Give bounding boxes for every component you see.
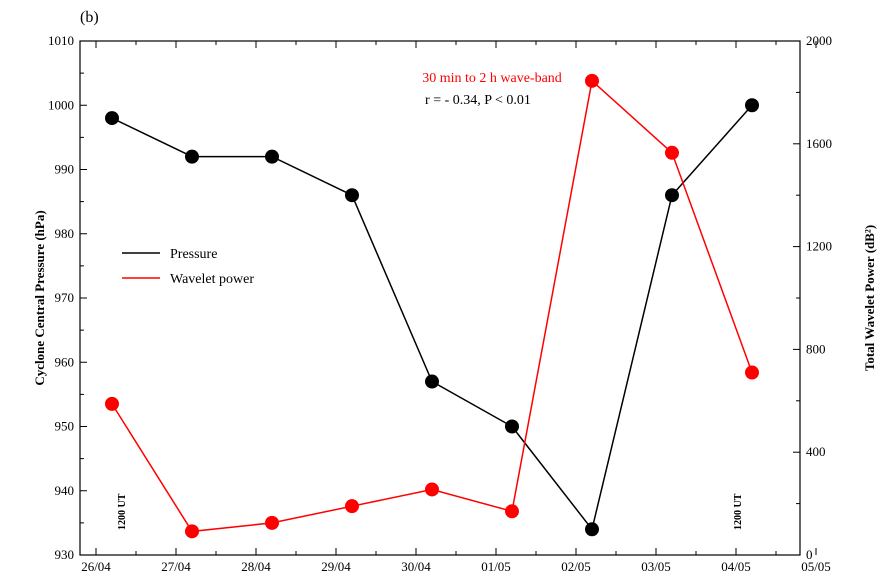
right-tick-label: 1600 — [806, 136, 832, 151]
panel-label: (b) — [80, 9, 99, 26]
pressure-point — [505, 419, 519, 434]
pressure-point — [185, 149, 199, 164]
legend-label-pressure: Pressure — [170, 247, 217, 262]
left-tick-label: 1010 — [48, 33, 74, 48]
right-tick-label: 2000 — [806, 33, 832, 48]
wavelet-power-line — [111, 79, 753, 533]
wavelet-power-point — [425, 482, 439, 497]
left-tick-label: 950 — [55, 419, 75, 434]
right-tick-label: 800 — [806, 341, 826, 356]
left-axis-ticks: 930 940 950 960 970 980 990 1000 1010 — [48, 33, 87, 562]
left-tick-label: 990 — [55, 162, 75, 177]
pressure-line — [111, 104, 753, 531]
plot-frame — [79, 40, 801, 556]
right-tick-label: 0 — [806, 547, 813, 562]
x-tick-label: 29/04 — [321, 559, 351, 574]
pressure-point — [665, 188, 679, 203]
x-tick-label: 27/04 — [161, 559, 191, 574]
band-title-annotation: 30 min to 2 h wave-band — [422, 71, 562, 86]
pressure-point — [425, 374, 439, 389]
right-tick-label: 400 — [806, 444, 826, 459]
right-tick-label: 1200 — [806, 239, 832, 254]
stats-annotation: r = - 0.34, P < 0.01 — [425, 93, 531, 108]
legend-label-wavelet: Wavelet power — [170, 272, 254, 287]
wavelet-power-point — [745, 365, 759, 380]
left-tick-label: 980 — [55, 226, 75, 241]
x-tick-label: 30/04 — [401, 559, 431, 574]
x-tick-label: 28/04 — [241, 559, 271, 574]
x-axis-ticks: 26/04 27/04 28/04 29/04 30/04 01/05 02/05 03/05… — [81, 41, 831, 574]
x-tick-label: 26/04 — [81, 559, 111, 574]
wavelet-power-point — [185, 524, 199, 539]
x-tick-label: 03/05 — [641, 559, 671, 574]
wavelet-power-point — [105, 396, 119, 411]
right-axis-title: Total Wavelet Power (dB²) — [862, 225, 877, 371]
legend: Pressure Wavelet power — [122, 247, 254, 287]
pressure-point — [345, 188, 359, 203]
left-tick-label: 1000 — [48, 97, 74, 112]
pressure-point — [745, 98, 759, 113]
pressure-point — [265, 149, 279, 164]
marker-label-right: 1200 UT — [733, 493, 744, 530]
right-axis-ticks: 0 400 800 1200 1600 2000 — [793, 33, 832, 562]
wavelet-power-point — [505, 504, 519, 519]
marker-label-left: 1200 UT — [117, 493, 128, 530]
wavelet-power-point — [345, 499, 359, 514]
series-layer — [105, 73, 759, 539]
x-tick-label: 02/05 — [561, 559, 591, 574]
x-tick-label: 01/05 — [481, 559, 511, 574]
left-tick-label: 940 — [55, 483, 75, 498]
wavelet-power-point — [265, 515, 279, 530]
wavelet-power-point — [585, 73, 599, 88]
x-tick-label: 04/05 — [721, 559, 751, 574]
left-tick-label: 960 — [55, 354, 75, 369]
pressure-point — [105, 111, 119, 126]
left-axis-title: Cyclone Central Pressure (hPa) — [32, 210, 47, 385]
wavelet-power-point — [665, 145, 679, 160]
left-tick-label: 930 — [55, 547, 75, 562]
pressure-point — [585, 522, 599, 537]
x-tick-label: 05/05 — [801, 559, 831, 574]
left-tick-label: 970 — [55, 290, 75, 305]
